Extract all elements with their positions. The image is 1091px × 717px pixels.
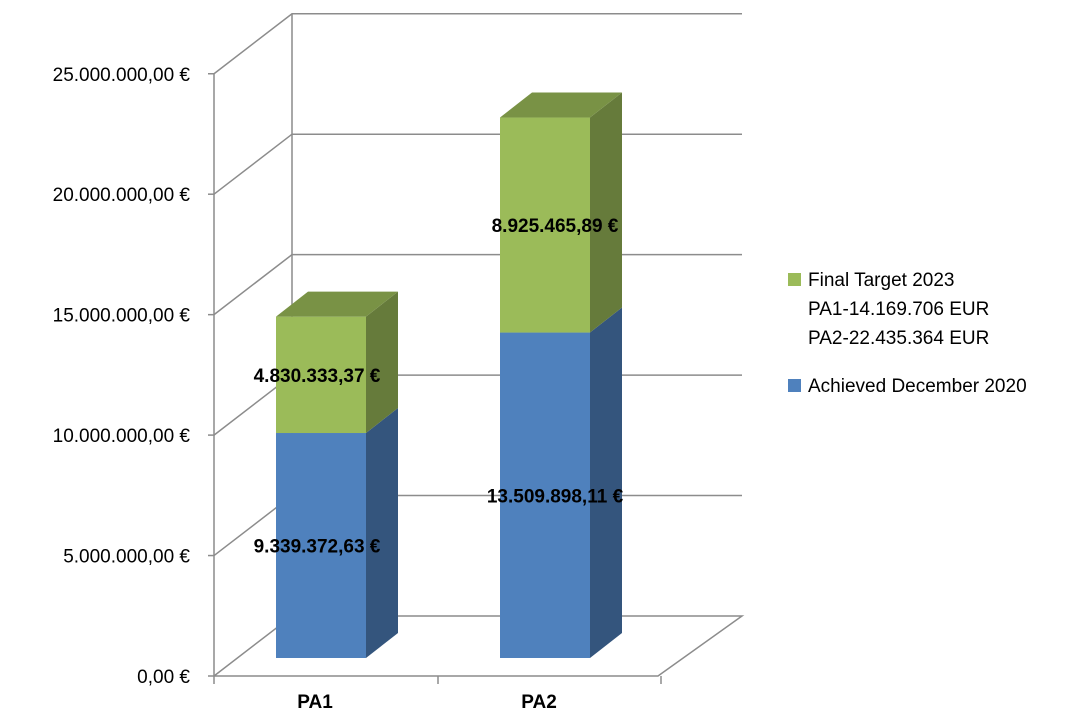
legend-label: PA2-22.435.364 EUR [808, 328, 989, 349]
y-tick-label: 10.000.000,00 € [53, 426, 191, 447]
legend-item: Final Target 2023 PA1-14.169.706 EUR PA2-2… [788, 270, 989, 349]
legend-swatch [788, 273, 801, 286]
y-tick-label: 15.000.000,00 € [53, 306, 191, 327]
legend-item: Achieved December 2020 [788, 376, 1027, 397]
legend-label: PA1-14.169.706 EUR [808, 299, 989, 320]
bar-side [366, 291, 398, 434]
data-label: 8.925.465,89 € [492, 216, 619, 237]
legend-label: Achieved December 2020 [808, 376, 1027, 397]
y-tick-label: 25.000.000,00 € [53, 65, 191, 86]
data-label: 13.509.898,11 € [487, 486, 624, 507]
data-label: 9.339.372,63 € [254, 537, 381, 558]
bar-side [590, 307, 622, 658]
bar-front [276, 433, 366, 658]
bar-top [500, 92, 622, 118]
y-tick-label: 20.000.000,00 € [53, 185, 191, 206]
gridline [213, 13, 742, 75]
bar-front [276, 316, 366, 434]
y-axis-ticks: 0,00 € 5.000.000,00 € 10.000.000,00 € 15.00… [53, 65, 662, 688]
bar-side [366, 408, 398, 658]
data-labels: 9.339.372,63 € 4.830.333,37 € 13.509.898,1… [254, 216, 624, 557]
bar-side [590, 92, 622, 333]
legend-label: Final Target 2023 [808, 270, 954, 291]
category-labels: PA1 PA2 [297, 692, 557, 713]
gridline [213, 133, 742, 195]
category-label: PA1 [297, 692, 333, 713]
bars [276, 92, 622, 658]
floor-outline [213, 615, 745, 677]
bar-front [500, 117, 590, 333]
bar-segment [500, 92, 622, 333]
y-tick-label: 0,00 € [137, 667, 190, 688]
bar-segment [500, 307, 622, 658]
category-label: PA2 [521, 692, 557, 713]
bar-segment [276, 291, 398, 434]
legend-swatch [788, 379, 801, 392]
legend: Final Target 2023 PA1-14.169.706 EUR PA2-2… [788, 270, 1027, 397]
y-tick-label: 5.000.000,00 € [63, 547, 190, 568]
bar-segment [276, 408, 398, 658]
data-label: 4.830.333,37 € [254, 366, 381, 387]
bar-top [276, 291, 398, 317]
bar-front [500, 332, 590, 658]
